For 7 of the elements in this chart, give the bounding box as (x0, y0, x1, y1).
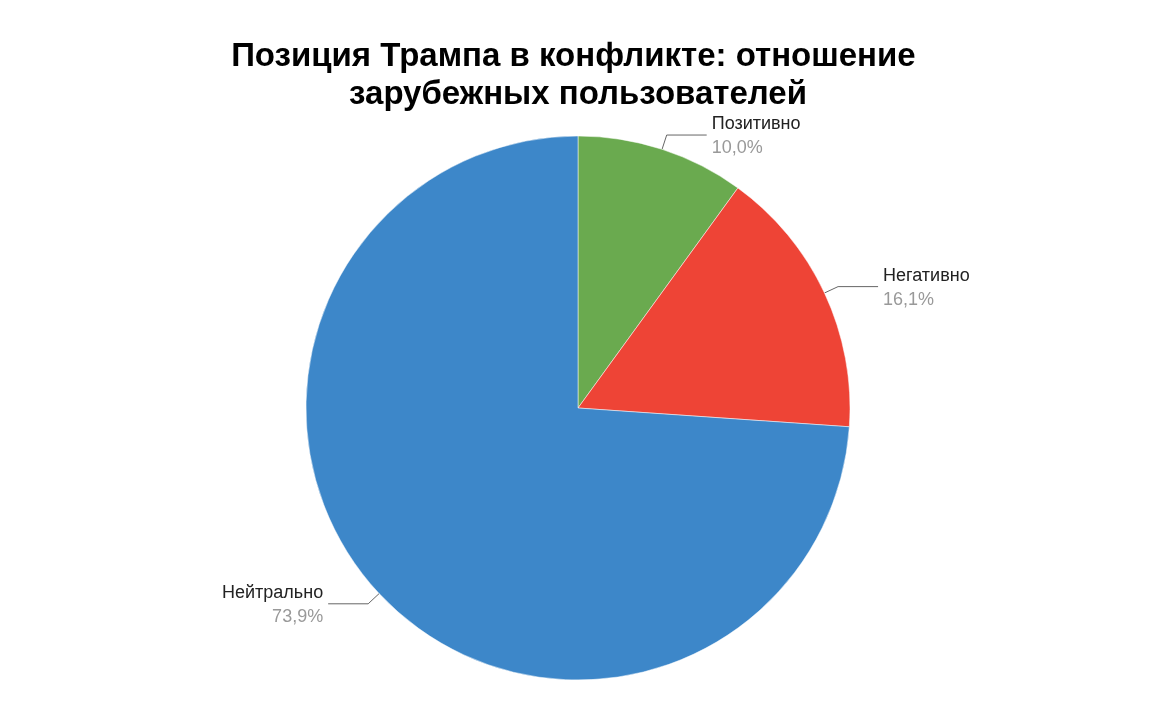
slice-label: Позитивно (711, 113, 801, 134)
slice-label: Негативно (883, 264, 970, 285)
data-label: 16,1% (883, 288, 935, 309)
slice-label: Нейтрально (222, 581, 324, 602)
chart-title: Позиция Трампа в конфликте: отношение зарубежных пользователей (231, 35, 925, 111)
data-label: 10,0% (711, 137, 763, 158)
data-label: 73,9% (272, 605, 324, 626)
